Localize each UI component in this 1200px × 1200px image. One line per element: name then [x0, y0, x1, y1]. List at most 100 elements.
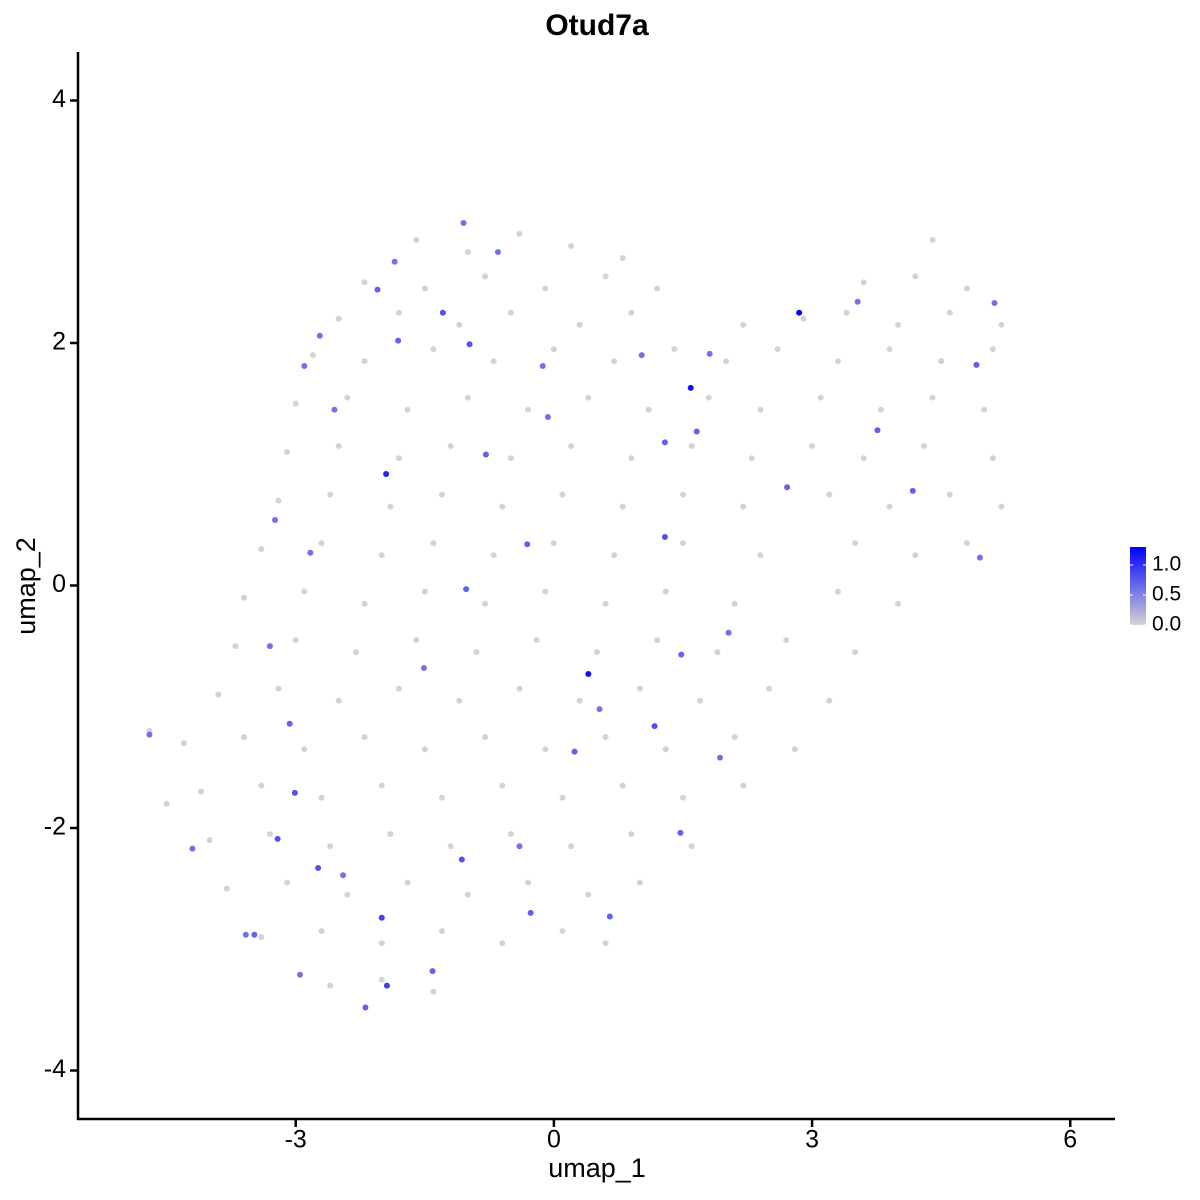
cell-point	[611, 552, 618, 559]
cell-point	[387, 831, 394, 838]
cell-point	[241, 734, 248, 741]
x-tick-label: -3	[285, 1126, 307, 1154]
cell-point	[679, 794, 686, 801]
cell-point	[912, 273, 919, 280]
cell-point	[826, 491, 833, 498]
cell-point	[834, 358, 841, 365]
cell-point	[516, 843, 523, 850]
colorbar-label: 0.5	[1152, 583, 1181, 606]
cell-point	[309, 352, 316, 359]
cell-point	[284, 449, 291, 456]
cell-point	[585, 671, 592, 678]
cell-point	[697, 697, 704, 704]
cell-point	[946, 309, 953, 316]
cell-point	[335, 443, 342, 450]
cell-point	[740, 503, 747, 510]
cell-point	[266, 643, 273, 650]
cell-point	[499, 503, 506, 510]
cell-point	[920, 443, 927, 450]
cell-point	[266, 831, 273, 838]
cell-point	[378, 782, 385, 789]
cell-point	[826, 697, 833, 704]
cell-point	[524, 541, 531, 548]
cell-point	[447, 843, 454, 850]
cell-point	[430, 346, 437, 353]
cell-point	[352, 649, 359, 656]
colorbar	[1130, 547, 1146, 625]
cell-point	[527, 909, 534, 916]
cell-point	[860, 455, 867, 462]
cell-point	[430, 988, 437, 995]
cell-point	[198, 788, 205, 795]
cell-point	[938, 358, 945, 365]
cell-point	[654, 637, 661, 644]
cell-point	[331, 406, 338, 413]
cell-point	[651, 723, 658, 730]
cell-point	[362, 1004, 369, 1011]
cell-point	[439, 794, 446, 801]
cell-point	[430, 540, 437, 547]
cell-point	[585, 891, 592, 898]
cell-point	[757, 406, 764, 413]
cell-point	[482, 273, 489, 280]
cell-point	[705, 394, 712, 401]
cell-point	[507, 309, 514, 316]
cell-point	[318, 540, 325, 547]
cell-point	[439, 309, 446, 316]
cell-point	[973, 361, 980, 368]
cell-point	[335, 315, 342, 322]
cell-point	[361, 600, 368, 607]
cell-point	[706, 350, 713, 357]
cell-point	[661, 534, 668, 540]
cell-point	[413, 236, 420, 243]
cell-point	[413, 637, 420, 644]
cell-point	[292, 400, 299, 407]
cell-point	[688, 843, 695, 850]
cell-point	[602, 600, 609, 607]
cell-point	[378, 552, 385, 559]
cell-point	[258, 546, 265, 553]
cell-point	[740, 321, 747, 328]
cell-point	[318, 928, 325, 935]
cell-point	[241, 594, 248, 601]
cell-point	[242, 931, 249, 938]
cell-point	[989, 346, 996, 353]
cell-point	[766, 685, 773, 692]
cell-point	[525, 406, 532, 413]
cell-point	[628, 455, 635, 462]
cell-point	[490, 552, 497, 559]
cell-point	[291, 789, 298, 796]
cell-point	[929, 394, 936, 401]
cell-point	[593, 649, 600, 656]
cell-point	[460, 219, 467, 226]
cell-point	[544, 413, 551, 420]
cell-point	[378, 976, 385, 983]
cell-point	[395, 455, 402, 462]
cell-point	[275, 497, 282, 504]
cell-point	[606, 913, 613, 920]
cell-point	[895, 600, 902, 607]
cell-point	[301, 746, 308, 753]
y-tick-label: 0	[52, 570, 66, 598]
cell-point	[456, 697, 463, 704]
cell-point	[550, 540, 557, 547]
cell-point	[464, 394, 471, 401]
cell-point	[784, 484, 791, 491]
cell-point	[344, 891, 351, 898]
cell-point	[361, 734, 368, 741]
cell-point	[189, 845, 196, 852]
cell-point	[679, 540, 686, 547]
cell-point	[662, 746, 669, 753]
cell-point	[585, 394, 592, 401]
cell-point	[671, 346, 678, 353]
cell-point	[817, 394, 824, 401]
cell-point	[307, 549, 314, 556]
cell-point	[662, 588, 669, 595]
cell-point	[568, 843, 575, 850]
colorbar-label: 1.0	[1152, 553, 1181, 576]
y-tick-label: -4	[44, 1055, 66, 1083]
cell-point	[852, 649, 859, 656]
cell-point	[146, 731, 153, 738]
cell-point	[661, 439, 668, 446]
cell-point	[421, 285, 428, 292]
